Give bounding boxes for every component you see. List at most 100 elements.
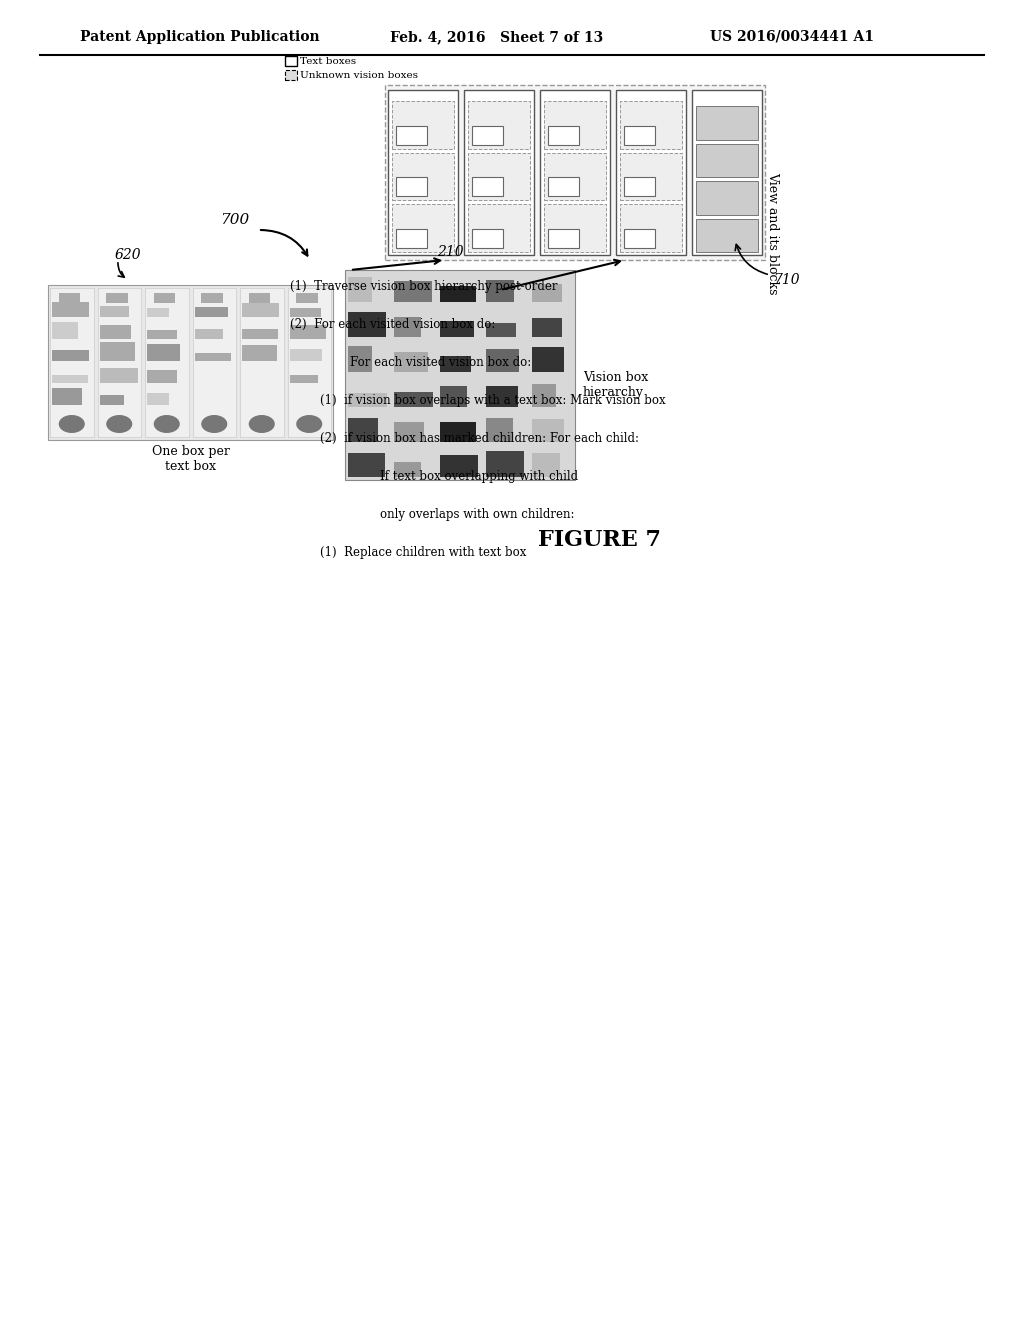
- Bar: [201, 293, 223, 304]
- Bar: [99, 306, 129, 317]
- Bar: [52, 322, 78, 339]
- Bar: [147, 345, 179, 360]
- Bar: [624, 177, 655, 197]
- Bar: [154, 293, 175, 304]
- Bar: [620, 153, 682, 201]
- Bar: [544, 153, 606, 201]
- Text: (1)  Traverse vision box hierarchy post-order: (1) Traverse vision box hierarchy post-o…: [290, 280, 557, 293]
- Bar: [52, 350, 89, 360]
- Bar: [242, 329, 279, 339]
- Bar: [696, 181, 758, 214]
- Bar: [486, 451, 523, 477]
- Bar: [290, 375, 318, 383]
- Bar: [620, 102, 682, 149]
- Bar: [348, 346, 372, 372]
- Text: (1)  if vision box overlaps with a text box: Mark vision box: (1) if vision box overlaps with a text b…: [319, 393, 666, 407]
- Bar: [440, 321, 473, 337]
- Text: (2)  if vision box has marked children: For each child:: (2) if vision box has marked children: F…: [319, 432, 639, 445]
- Bar: [696, 219, 758, 252]
- Bar: [532, 384, 556, 407]
- Bar: [696, 144, 758, 177]
- Bar: [106, 293, 128, 304]
- Ellipse shape: [106, 414, 132, 433]
- Bar: [52, 302, 89, 317]
- Bar: [50, 288, 93, 437]
- Bar: [464, 90, 534, 255]
- Bar: [616, 90, 686, 255]
- Bar: [548, 177, 579, 197]
- Bar: [624, 125, 655, 145]
- Bar: [147, 330, 177, 339]
- Bar: [242, 345, 276, 360]
- Bar: [394, 352, 428, 372]
- Text: 710: 710: [773, 273, 800, 286]
- Bar: [296, 293, 317, 304]
- Bar: [472, 125, 503, 145]
- Bar: [385, 84, 765, 260]
- Bar: [440, 455, 478, 477]
- Bar: [468, 205, 530, 252]
- Bar: [348, 392, 387, 407]
- Bar: [58, 293, 81, 304]
- Bar: [52, 375, 88, 383]
- Text: If text box overlapping with child: If text box overlapping with child: [380, 470, 579, 483]
- Bar: [195, 329, 222, 339]
- Bar: [147, 308, 169, 317]
- Text: only overlaps with own children:: only overlaps with own children:: [380, 508, 574, 521]
- Bar: [392, 102, 454, 149]
- Bar: [240, 288, 284, 437]
- Ellipse shape: [296, 414, 323, 433]
- Bar: [147, 393, 169, 405]
- Bar: [394, 317, 421, 337]
- Bar: [392, 153, 454, 201]
- Bar: [548, 228, 579, 248]
- Bar: [147, 370, 177, 383]
- Bar: [97, 288, 141, 437]
- Bar: [290, 308, 321, 317]
- Text: Text boxes: Text boxes: [300, 57, 356, 66]
- Bar: [52, 388, 82, 405]
- Bar: [396, 177, 427, 197]
- Bar: [394, 281, 432, 302]
- Text: (2)  For each visited vision box do:: (2) For each visited vision box do:: [290, 318, 496, 331]
- Text: View and its blocks: View and its blocks: [767, 173, 779, 294]
- Bar: [388, 90, 458, 255]
- Bar: [440, 387, 467, 407]
- Bar: [468, 102, 530, 149]
- Text: Feb. 4, 2016   Sheet 7 of 13: Feb. 4, 2016 Sheet 7 of 13: [390, 30, 603, 44]
- Bar: [486, 348, 519, 372]
- Bar: [396, 228, 427, 248]
- Bar: [696, 106, 758, 140]
- Bar: [472, 228, 503, 248]
- Ellipse shape: [154, 414, 180, 433]
- Bar: [99, 325, 131, 339]
- Text: Unknown vision boxes: Unknown vision boxes: [300, 70, 418, 79]
- Bar: [468, 153, 530, 201]
- Bar: [532, 453, 559, 477]
- Bar: [532, 318, 562, 337]
- Bar: [99, 342, 135, 360]
- Bar: [624, 228, 655, 248]
- Bar: [486, 280, 514, 302]
- Bar: [99, 368, 138, 383]
- Bar: [195, 308, 228, 317]
- Bar: [195, 352, 230, 360]
- Bar: [440, 422, 476, 442]
- Text: 210: 210: [436, 246, 463, 259]
- Text: Patent Application Publication: Patent Application Publication: [80, 30, 319, 44]
- Bar: [532, 418, 563, 442]
- Bar: [486, 387, 518, 407]
- Bar: [396, 125, 427, 145]
- Bar: [145, 288, 188, 437]
- Bar: [486, 323, 516, 337]
- Bar: [193, 288, 236, 437]
- Bar: [532, 284, 562, 302]
- Bar: [348, 313, 386, 337]
- Text: FIGURE 7: FIGURE 7: [539, 529, 662, 550]
- Text: One box per
text box: One box per text box: [152, 445, 229, 473]
- Bar: [348, 453, 385, 477]
- Bar: [348, 277, 372, 302]
- Text: 700: 700: [220, 213, 250, 227]
- Bar: [548, 125, 579, 145]
- Ellipse shape: [249, 414, 274, 433]
